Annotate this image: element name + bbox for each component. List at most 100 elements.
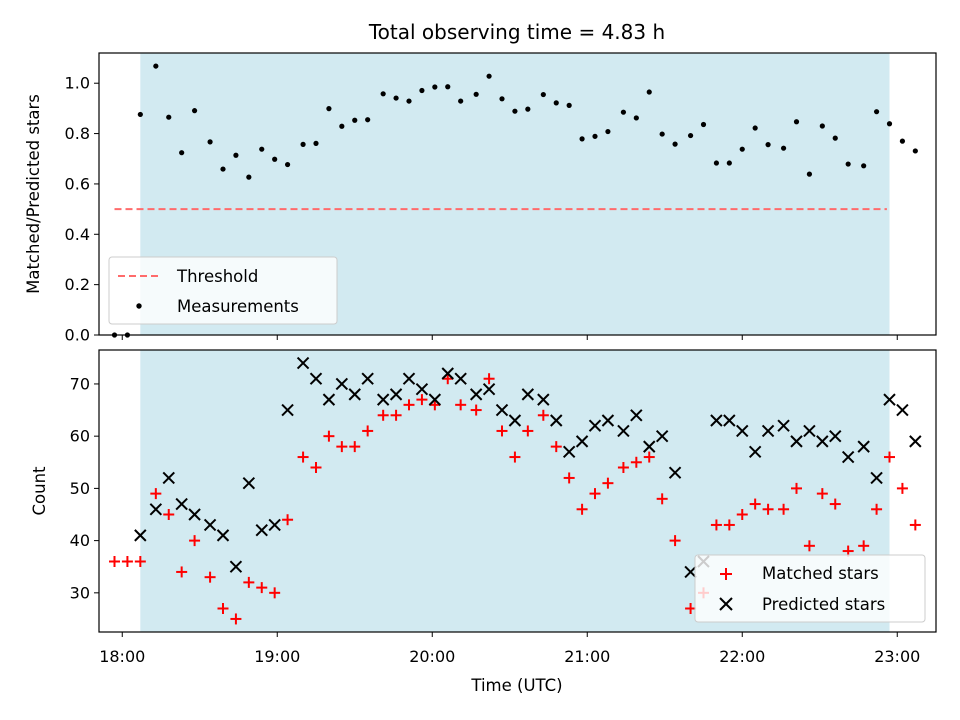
predicted-star-point [322, 393, 336, 406]
bottom-axes-frame [98, 349, 937, 633]
predicted-star-point [175, 497, 188, 511]
legend-measurements-swatch [136, 303, 142, 309]
measurement-point [819, 123, 825, 129]
measurement-point [912, 148, 918, 154]
matched-star-point [762, 503, 774, 515]
matched-star-point [589, 488, 601, 500]
legend-measurements-label: Measurements [177, 297, 299, 316]
measurement-point [191, 108, 198, 114]
predicted-star-point [630, 409, 643, 422]
matched-star-point [390, 409, 402, 421]
top-y-tick-label: 0.0 [65, 326, 90, 345]
top-y-tick-label: 0.2 [65, 275, 90, 294]
legend-predicted-label: Predicted stars [762, 595, 885, 614]
predicted-star-point [428, 393, 442, 406]
matched-star-point [871, 503, 883, 515]
bottom-y-axis: 30 40 50 60 70 [70, 374, 99, 602]
measurement-point [445, 84, 451, 90]
measurement-point [220, 166, 226, 172]
predicted-star-point [389, 388, 403, 401]
matched-star-point [669, 535, 681, 547]
matched-star-point [509, 451, 521, 463]
measurement-point [832, 135, 838, 141]
legend-matched-swatch [720, 568, 732, 580]
matched-star-point [803, 540, 815, 552]
predicted-star-point [188, 508, 201, 521]
matched-star-point [602, 477, 614, 489]
matched-star-point [537, 409, 549, 421]
predicted-star-point [149, 503, 163, 516]
matched-star-point [121, 556, 133, 567]
top-y-tick-label: 0.6 [65, 174, 90, 193]
matched-star-point [470, 404, 482, 416]
predicted-star-point [748, 445, 762, 459]
legend-threshold-label: Threshold [176, 267, 258, 286]
measurement-point [780, 145, 787, 151]
top-legend: Threshold Measurements [108, 256, 338, 325]
measurement-point [899, 138, 906, 144]
measurement-point [512, 108, 518, 114]
matched-star-point [455, 399, 467, 411]
legend-predicted-swatch [719, 597, 733, 611]
predicted-star-point [537, 393, 550, 406]
top-y-tick-label: 0.8 [65, 124, 90, 143]
bottom-x-tick-label: 20:00 [409, 647, 455, 666]
predicted-star-point [803, 424, 816, 438]
measurement-point [672, 141, 678, 147]
matched-star-point [189, 535, 201, 547]
bottom-x-tick-label: 19:00 [254, 647, 300, 666]
predicted-star-point [521, 388, 535, 401]
measurement-point [284, 161, 291, 168]
matched-star-point [204, 571, 216, 583]
predicted-star-point [203, 518, 217, 532]
matched-star-point [336, 441, 348, 453]
top-y-tick-label: 1.0 [65, 74, 90, 93]
matched-star-point [134, 556, 146, 567]
measurement-point [605, 128, 611, 135]
top-y-tick-label: 0.4 [65, 225, 90, 244]
matched-star-point [749, 498, 761, 510]
legend-matched-label: Matched stars [762, 564, 879, 583]
predicted-star-point [841, 450, 855, 464]
measurement-point [861, 163, 867, 169]
predicted-star-point [361, 372, 374, 385]
matched-star-point [630, 456, 642, 468]
matched-star-point [323, 430, 335, 442]
predicted-star-point [816, 435, 829, 448]
measurement-point [432, 84, 438, 90]
matched-star-point [109, 556, 120, 567]
matched-star-point [522, 425, 534, 437]
matched-star-point [282, 514, 294, 526]
bottom-panel: 30 40 50 60 70 18:00 19:00 20:00 21:00 22:00 23:0… [30, 349, 937, 695]
measurement-point [339, 123, 345, 129]
predicted-star-point [643, 440, 656, 453]
matched-star-point [710, 519, 722, 531]
matched-star-point [576, 503, 588, 515]
measurement-point [579, 136, 585, 142]
predicted-star-point [415, 382, 429, 396]
predicted-star-point [777, 419, 790, 432]
matched-star-point [243, 576, 255, 588]
measurement-point [272, 156, 278, 162]
predicted-star-point [790, 435, 803, 448]
bottom-marks [109, 356, 922, 625]
measurement-point [620, 109, 627, 115]
matched-star-point [829, 498, 841, 510]
bottom-legend-box [694, 554, 926, 623]
predicted-star-point [255, 523, 268, 537]
matched-star-point [656, 493, 668, 505]
predicted-star-point [268, 518, 281, 532]
measurement-point [300, 141, 306, 147]
measurement-point [739, 146, 745, 152]
predicted-star-point [909, 435, 922, 448]
predicted-star-point [655, 429, 669, 443]
matched-star-point [403, 399, 415, 411]
measurement-point [406, 98, 412, 104]
measurement-point [153, 63, 159, 69]
measurement-point [179, 150, 185, 156]
predicted-star-point [402, 372, 416, 385]
measurement-point [380, 91, 386, 97]
top-axes-frame [98, 52, 937, 336]
measurement-point [659, 131, 665, 137]
matched-star-point [723, 519, 735, 531]
